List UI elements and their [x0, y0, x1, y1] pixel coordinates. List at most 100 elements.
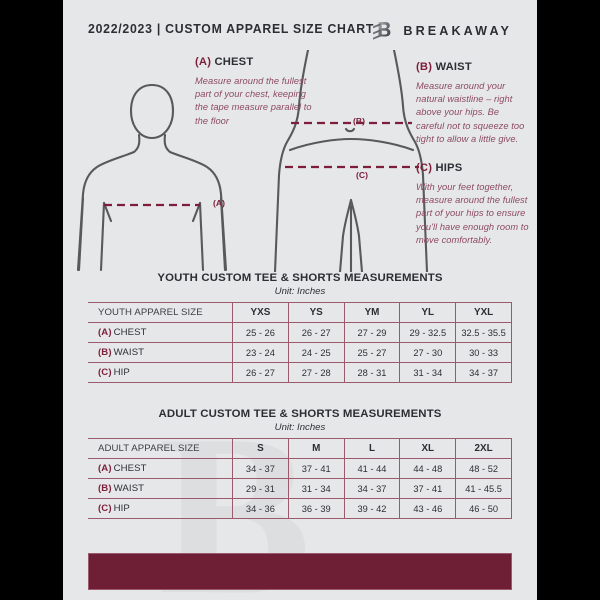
measurement-value-cell: 34 - 37: [455, 362, 512, 383]
apparel-size-header: ADULT APPAREL SIZE: [88, 438, 233, 459]
footer-accent-bar: [88, 553, 512, 590]
size-chart-page: B 2022/2023 | CUSTOM APPAREL SIZE CHART …: [63, 0, 537, 600]
table-header-row: ADULT APPAREL SIZE S M L XL 2XL: [88, 438, 512, 459]
measurement-name: CHEST: [113, 463, 147, 474]
brand-lockup: BREAKAWAY: [370, 19, 512, 43]
measurement-tag: (A): [98, 463, 112, 474]
callout-waist: (B) WAIST Measure around your natural wa…: [416, 61, 528, 146]
measurement-value-cell: 27 - 30: [399, 342, 457, 363]
measurement-label-cell: (C) HIP: [88, 362, 233, 383]
adult-size-table: ADULT APPAREL SIZE S M L XL 2XL (A) CHEST 34 - …: [88, 438, 512, 519]
size-column-header: S: [232, 438, 289, 459]
callout-chest: (A) CHEST Measure around the fullest par…: [195, 56, 317, 128]
measurement-name: HIP: [113, 503, 130, 514]
measurement-value-cell: 41 - 45.5: [455, 478, 512, 499]
table-row: (B) WAIST 29 - 31 31 - 34 34 - 37 37 - 41 41 -…: [88, 478, 512, 499]
measurement-value-cell: 34 - 37: [343, 478, 401, 499]
measurement-value-cell: 34 - 36: [232, 498, 289, 519]
size-column-header: M: [287, 438, 345, 459]
table-row: (C) HIP 26 - 27 27 - 28 28 - 31 31 - 34 34 - 3…: [88, 362, 512, 383]
apparel-size-header: YOUTH APPAREL SIZE: [88, 302, 233, 323]
measurement-value-cell: 31 - 34: [399, 362, 457, 383]
size-column-header: YXS: [232, 302, 289, 323]
upper-body-torso-icon: [76, 83, 228, 272]
waist-dimension-label: (B): [353, 116, 365, 126]
size-column-header: YM: [343, 302, 401, 323]
brand-name: BREAKAWAY: [403, 24, 512, 38]
measurement-label-cell: (A) CHEST: [88, 322, 233, 343]
measurement-tag: (C): [98, 503, 112, 514]
table-body: (A) CHEST 34 - 37 37 - 41 41 - 44 44 - 48 48 -…: [88, 458, 512, 519]
measurement-value-cell: 28 - 31: [343, 362, 401, 383]
measurement-name: HIP: [113, 367, 130, 378]
measurement-value-cell: 46 - 50: [455, 498, 512, 519]
table-row: (C) HIP 34 - 36 36 - 39 39 - 42 43 - 46 46 - 5…: [88, 498, 512, 519]
measurement-label-cell: (C) HIP: [88, 498, 233, 519]
youth-table-unit: Unit: Inches: [274, 286, 326, 297]
page-title: 2022/2023 | CUSTOM APPAREL SIZE CHART: [88, 21, 375, 36]
measurement-value-cell: 32.5 - 35.5: [455, 322, 512, 343]
callout-hips-text: With your feet together, measure around …: [416, 182, 529, 245]
callout-hips: (C) HIPS With your feet together, measur…: [416, 162, 530, 247]
measurement-tag: (C): [98, 367, 112, 378]
measurement-value-cell: 30 - 33: [455, 342, 512, 363]
measurement-tag: (B): [98, 347, 112, 358]
size-column-header: 2XL: [455, 438, 512, 459]
callout-waist-heading: (B) WAIST: [416, 61, 528, 73]
size-column-header: YXL: [455, 302, 512, 323]
callout-chest-tag: (A): [195, 56, 212, 68]
callout-chest-name: CHEST: [214, 56, 254, 68]
measurement-diagram: (A) (B) (C) (A) CHEST Measure around the…: [63, 50, 537, 272]
measurement-label-cell: (A) CHEST: [88, 458, 233, 479]
callout-hips-heading: (C) HIPS: [416, 162, 530, 174]
adult-table-unit: Unit: Inches: [274, 422, 326, 433]
size-column-header: YS: [287, 302, 345, 323]
table-row: (B) WAIST 23 - 24 24 - 25 25 - 27 27 - 30 30 -…: [88, 342, 512, 363]
measurement-value-cell: 24 - 25: [287, 342, 345, 363]
measurement-value-cell: 25 - 27: [343, 342, 401, 363]
measurement-value-cell: 27 - 29: [343, 322, 401, 343]
breakaway-b-logo-icon: [373, 22, 391, 40]
measurement-value-cell: 34 - 37: [232, 458, 289, 479]
measurement-name: CHEST: [113, 327, 147, 338]
measurement-value-cell: 31 - 34: [287, 478, 345, 499]
measurement-value-cell: 26 - 27: [232, 362, 289, 383]
callout-waist-tag: (B): [416, 61, 433, 73]
adult-table-title: ADULT CUSTOM TEE & SHORTS MEASUREMENTS: [158, 408, 442, 420]
measurement-value-cell: 26 - 27: [287, 322, 345, 343]
youth-size-table-block: YOUTH CUSTOM TEE & SHORTS MEASUREMENTS U…: [88, 272, 512, 383]
size-column-header: XL: [399, 438, 457, 459]
body-figures-svg: [76, 50, 429, 272]
measurement-name: WAIST: [113, 347, 145, 358]
measurement-value-cell: 41 - 44: [343, 458, 401, 479]
callout-chest-heading: (A) CHEST: [195, 56, 317, 68]
callout-chest-text: Measure around the fullest part of your …: [195, 76, 312, 126]
measurement-value-cell: 39 - 42: [343, 498, 401, 519]
table-row: (A) CHEST 34 - 37 37 - 41 41 - 44 44 - 48 48 -…: [88, 458, 512, 479]
callout-waist-name: WAIST: [435, 61, 472, 73]
table-row: (A) CHEST 25 - 26 26 - 27 27 - 29 29 - 32.5 32…: [88, 322, 512, 343]
measurement-value-cell: 29 - 32.5: [399, 322, 457, 343]
chest-dimension-label: (A): [213, 198, 225, 208]
callout-hips-name: HIPS: [435, 162, 463, 174]
measurement-value-cell: 25 - 26: [232, 322, 289, 343]
measurement-tag: (B): [98, 483, 112, 494]
measurement-value-cell: 36 - 39: [287, 498, 345, 519]
page-header: 2022/2023 | CUSTOM APPAREL SIZE CHART BR…: [63, 0, 537, 56]
callout-waist-text: Measure around your natural waistline – …: [416, 81, 525, 144]
measurement-name: WAIST: [113, 483, 145, 494]
measurement-value-cell: 43 - 46: [399, 498, 457, 519]
table-body: (A) CHEST 25 - 26 26 - 27 27 - 29 29 - 32.5 32…: [88, 322, 512, 383]
measurement-value-cell: 23 - 24: [232, 342, 289, 363]
youth-size-table: YOUTH APPAREL SIZE YXS YS YM YL YXL (A) CHEST 2…: [88, 302, 512, 383]
measurement-value-cell: 44 - 48: [399, 458, 457, 479]
measurement-value-cell: 27 - 28: [287, 362, 345, 383]
measurement-value-cell: 37 - 41: [399, 478, 457, 499]
size-column-header: YL: [399, 302, 457, 323]
hips-dimension-label: (C): [356, 170, 368, 180]
measurement-label-cell: (B) WAIST: [88, 478, 233, 499]
size-column-header: L: [343, 438, 401, 459]
table-header-row: YOUTH APPAREL SIZE YXS YS YM YL YXL: [88, 302, 512, 323]
callout-hips-tag: (C): [416, 162, 433, 174]
measurement-value-cell: 48 - 52: [455, 458, 512, 479]
